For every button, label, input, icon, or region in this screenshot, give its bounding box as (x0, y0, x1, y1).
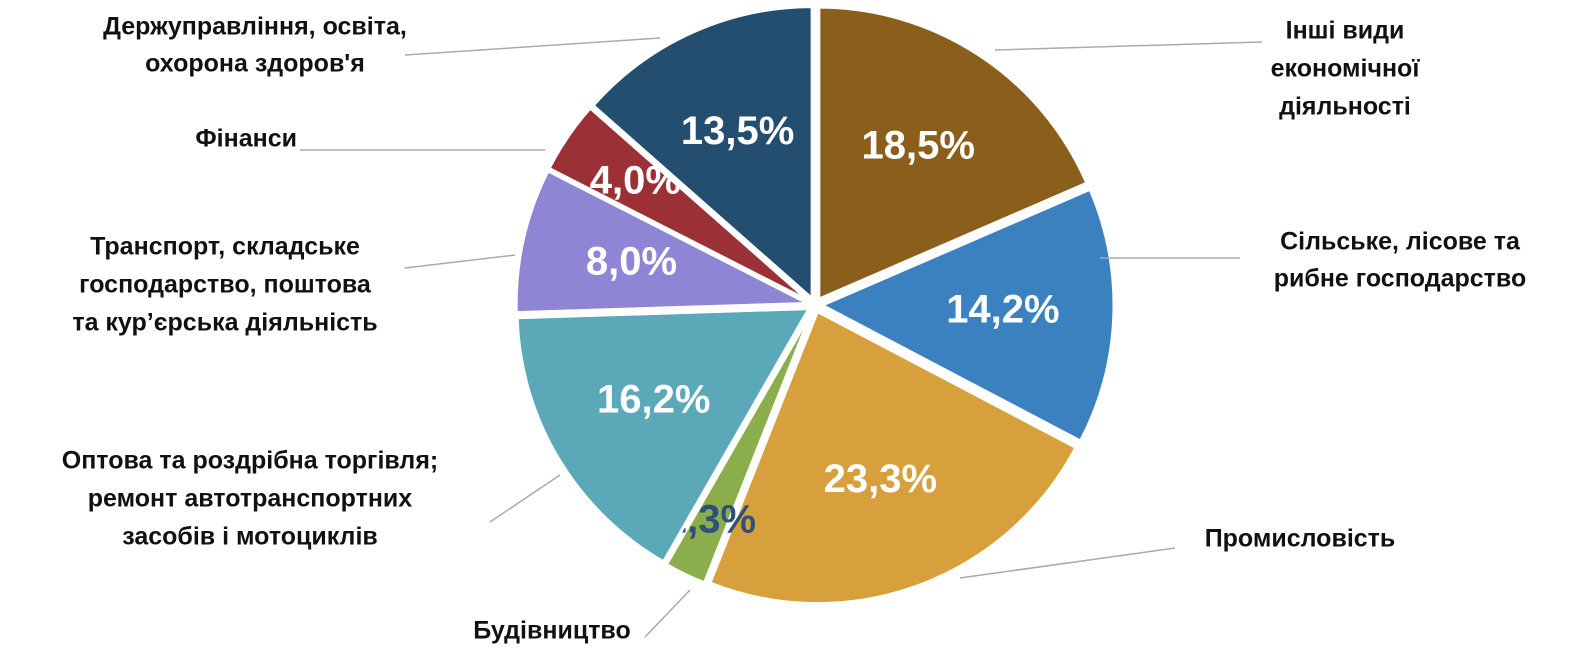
category-label: рибне господарство (1274, 265, 1527, 293)
pie-slice (515, 307, 812, 564)
leader-line (489, 474, 561, 523)
value-label: 13,5% (681, 109, 794, 153)
category-label: засобів і мотоциклів (122, 523, 378, 551)
leader-line (644, 589, 691, 638)
category-label: Будівництво (473, 617, 631, 645)
value-label: 8,0% (586, 240, 677, 284)
category-label: Оптова та роздрібна торгівля; (62, 447, 438, 475)
category-label: Сільське, лісове та (1280, 228, 1521, 256)
category-label: охорона здоров'я (145, 50, 365, 78)
category-label: Фінанси (195, 125, 297, 153)
category-label: Транспорт, складське (90, 233, 360, 261)
pie-slice (707, 309, 1078, 606)
pie-slice (514, 168, 809, 315)
pie-slice (664, 310, 814, 585)
leader-line (959, 547, 1176, 579)
category-label: Інші види (1286, 17, 1405, 45)
leader-line (994, 41, 1263, 51)
category-label: Промисловість (1205, 525, 1396, 553)
leader-line (404, 37, 661, 56)
leader-line (404, 254, 516, 269)
pie-slice (817, 5, 1089, 302)
category-label: господарство, поштова (79, 271, 372, 299)
value-label: 18,5% (862, 123, 975, 167)
value-label: 14,2% (946, 288, 1059, 332)
pie-slice (590, 5, 814, 302)
value-label: 16,2% (597, 377, 710, 421)
category-label: діяльності (1279, 93, 1411, 121)
pie-slice (818, 187, 1116, 444)
value-label: 23,3% (824, 457, 937, 501)
category-label: та кур’єрська діяльність (72, 309, 377, 337)
category-label: ремонт автотранспортних (88, 485, 413, 513)
category-label: економічної (1271, 55, 1421, 83)
pie-slice (547, 105, 811, 303)
category-label: Держуправління, освіта, (103, 13, 407, 41)
